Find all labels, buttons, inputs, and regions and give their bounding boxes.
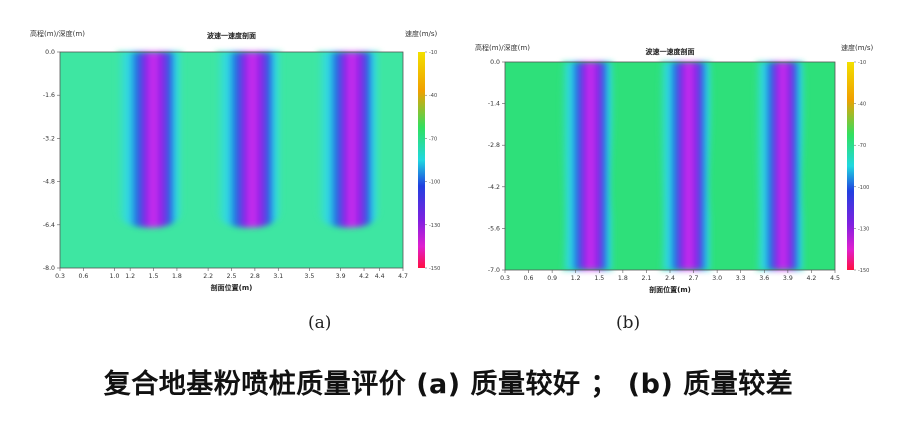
panel-label-a: (a) xyxy=(308,313,332,333)
colorbar-tick-label-b: -70 xyxy=(858,143,866,149)
colorbar-tick-label-a: -100 xyxy=(429,180,440,186)
x-tick-label-a: 3.9 xyxy=(336,273,346,280)
x-tick-label-b: 1.8 xyxy=(618,275,628,282)
chart-svg-a: 波速一速度剖面 高程(m)/深度(m) 速度(m/s) 剖面位置(m) 0.3 0.6 1.… xyxy=(30,29,440,292)
chart-panel-b: 波速一速度剖面 高程(m)/深度(m) 速度(m/s) 剖面位置(m) 0.3 0.6 0.… xyxy=(455,0,897,300)
anomaly-a-1 xyxy=(116,52,183,228)
x-tick-label-b: 3.3 xyxy=(736,275,746,282)
x-tick-label-b: 3.6 xyxy=(759,275,769,282)
colorbar-tick-label-a: -10 xyxy=(429,50,437,56)
y-tick-label-a: -8.0 xyxy=(43,265,55,272)
panel-label-b: (b) xyxy=(616,313,641,333)
x-tick-label-b: 0.6 xyxy=(524,275,534,282)
colorbar-tick-label-a: -40 xyxy=(429,93,437,99)
colorbar-tick-label-a: -70 xyxy=(429,136,437,142)
x-tick-label-b: 2.7 xyxy=(689,275,699,282)
colorbar-label-a: 速度(m/s) xyxy=(405,29,438,38)
y-tick-label-b: -2.8 xyxy=(488,142,500,149)
colorbar-label-b: 速度(m/s) xyxy=(841,43,874,52)
colorbar-b xyxy=(847,62,854,270)
chart-svg-b: 波速一速度剖面 高程(m)/深度(m) 速度(m/s) 剖面位置(m) 0.3 0.6 0.… xyxy=(475,43,874,294)
x-tick-label-a: 2.8 xyxy=(250,273,260,280)
x-axis-label-b: 剖面位置(m) xyxy=(649,285,691,294)
x-tick-label-a: 3.5 xyxy=(305,273,315,280)
x-tick-label-b: 4.5 xyxy=(830,275,840,282)
y-tick-label-a: -1.6 xyxy=(43,92,55,99)
x-tick-label-a: 4.2 xyxy=(359,273,369,280)
x-tick-label-a: 4.7 xyxy=(398,273,408,280)
x-tick-label-a: 2.2 xyxy=(203,273,213,280)
chart-title-b: 波速一速度剖面 xyxy=(646,47,695,56)
anomaly-b-2 xyxy=(658,62,713,270)
y-axis-label-a: 高程(m)/深度(m) xyxy=(30,29,85,38)
anomaly-b-1 xyxy=(560,62,615,270)
y-axis-label-b: 高程(m)/深度(m) xyxy=(475,43,530,52)
colorbar-tick-label-b: -130 xyxy=(858,226,869,232)
colorbar-tick-label-b: -150 xyxy=(858,268,869,274)
colorbar-tick-label-a: -130 xyxy=(429,223,440,229)
y-tick-label-b: -7.0 xyxy=(488,267,500,274)
x-tick-label-b: 2.4 xyxy=(665,275,675,282)
x-axis-label-a: 剖面位置(m) xyxy=(211,283,253,292)
x-tick-label-b: 1.2 xyxy=(571,275,581,282)
chart-panel-a: 波速一速度剖面 高程(m)/深度(m) 速度(m/s) 剖面位置(m) 0.3 0.6 1.… xyxy=(0,0,450,300)
colorbar-tick-label-b: -10 xyxy=(858,60,866,66)
colorbar-tick-label-b: -100 xyxy=(858,185,869,191)
y-tick-label-b: -4.2 xyxy=(488,184,500,191)
y-tick-label-a: -6.4 xyxy=(43,222,55,229)
colorbar-tick-label-a: -150 xyxy=(429,266,440,272)
colorbar-tick-label-b: -40 xyxy=(858,102,866,108)
x-tick-label-a: 4.4 xyxy=(375,273,385,280)
y-tick-label-a: -4.8 xyxy=(43,179,55,186)
x-tick-label-b: 3.9 xyxy=(783,275,793,282)
x-tick-label-b: 1.5 xyxy=(594,275,604,282)
anomaly-b-3 xyxy=(754,62,806,270)
x-tick-label-b: 4.2 xyxy=(807,275,817,282)
x-tick-label-a: 1.0 xyxy=(110,273,120,280)
anomaly-a-3 xyxy=(317,52,380,228)
x-tick-label-b: 0.9 xyxy=(547,275,557,282)
x-tick-label-b: 0.3 xyxy=(500,275,510,282)
x-tick-label-a: 0.6 xyxy=(78,273,88,280)
y-tick-label-a: -3.2 xyxy=(43,135,55,142)
y-tick-label-b: -5.6 xyxy=(488,225,500,232)
y-tick-label-b: 0.0 xyxy=(490,59,500,66)
x-tick-label-a: 1.2 xyxy=(125,273,135,280)
x-tick-label-a: 3.1 xyxy=(273,273,283,280)
chart-title-a: 波速一速度剖面 xyxy=(207,31,256,40)
x-tick-label-b: 2.1 xyxy=(642,275,652,282)
x-tick-label-a: 2.5 xyxy=(227,273,237,280)
y-tick-label-a: 0.0 xyxy=(45,49,55,56)
colorbar-a xyxy=(418,52,425,268)
x-tick-label-b: 3.0 xyxy=(712,275,722,282)
x-tick-label-a: 0.3 xyxy=(55,273,65,280)
x-tick-label-a: 1.8 xyxy=(172,273,182,280)
x-tick-label-a: 1.5 xyxy=(149,273,159,280)
y-tick-label-b: -1.4 xyxy=(488,101,500,108)
figure-caption: 复合地基粉喷桩质量评价 (a) 质量较好 ； (b) 质量较差 xyxy=(103,369,794,400)
anomaly-a-2 xyxy=(215,52,282,228)
